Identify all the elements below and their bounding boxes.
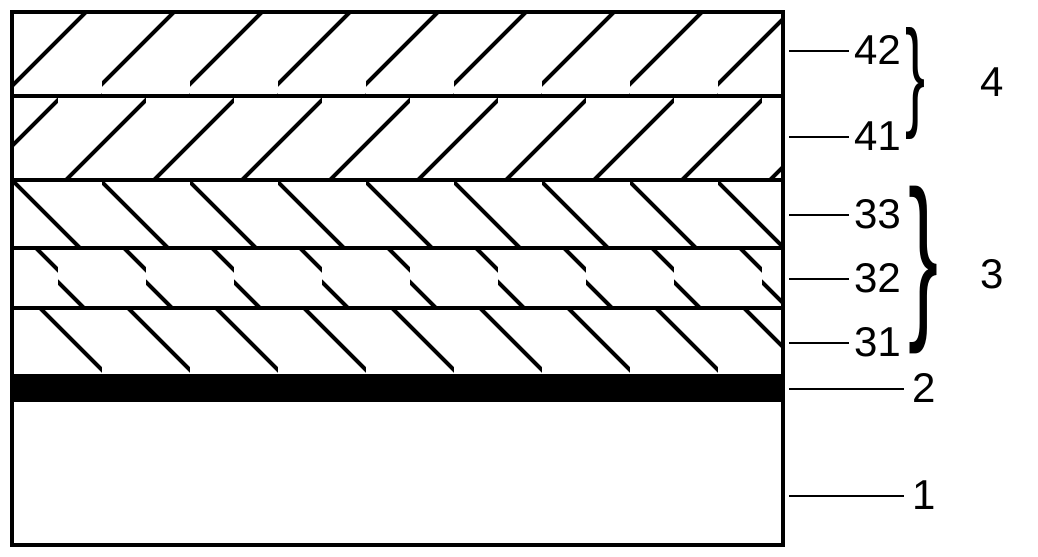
layer-33 xyxy=(14,178,781,246)
leader-32 xyxy=(789,278,849,280)
leader-33 xyxy=(789,214,849,216)
layer-2 xyxy=(14,374,781,402)
leader-41 xyxy=(789,136,849,138)
brace-3: } xyxy=(908,140,938,370)
label-32: 32 xyxy=(854,254,901,302)
label-41: 41 xyxy=(854,112,901,160)
group-label-3: 3 xyxy=(980,250,1003,298)
layer-42 xyxy=(14,14,781,94)
leader-42 xyxy=(789,50,849,52)
leader-1 xyxy=(789,495,904,497)
label-31: 31 xyxy=(854,318,901,366)
layer-41 xyxy=(14,94,781,178)
label-33: 33 xyxy=(854,190,901,238)
label-1: 1 xyxy=(912,471,935,519)
layer-32 xyxy=(14,246,781,306)
label-42: 42 xyxy=(854,26,901,74)
leader-2 xyxy=(789,388,904,390)
layer-31 xyxy=(14,306,781,374)
leader-31 xyxy=(789,342,849,344)
group-label-4: 4 xyxy=(980,58,1003,106)
brace-4: } xyxy=(905,0,925,158)
layer-1 xyxy=(14,402,781,543)
label-2: 2 xyxy=(912,364,935,412)
layer-stack-diagram xyxy=(10,10,785,547)
